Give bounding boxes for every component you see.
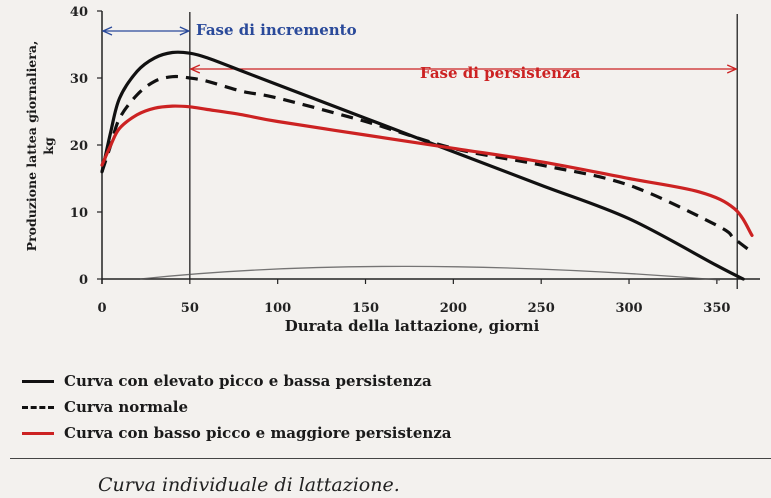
series-line-1	[100, 50, 745, 281]
x-tick-label: 0	[97, 301, 106, 316]
background-arc	[139, 265, 721, 281]
x-tick-label: 300	[615, 301, 642, 316]
legend-item-low-peak: Curva con basso picco e maggiore persist…	[22, 420, 452, 446]
legend-label: Curva con elevato picco e bassa persiste…	[64, 372, 432, 390]
x-tick-label: 150	[352, 301, 379, 316]
legend: Curva con elevato picco e bassa persiste…	[22, 368, 452, 446]
legend-label: Curva normale	[64, 398, 189, 416]
series-line-2	[100, 74, 753, 254]
legend-swatch-dashed-black	[22, 405, 54, 409]
x-axis-label: Durata della lattazione, giorni	[285, 317, 540, 335]
y-axis-unit-label: kg	[41, 137, 56, 155]
y-tick-label: 0	[79, 273, 88, 288]
x-tick-label: 50	[181, 301, 199, 316]
legend-swatch-solid-red	[22, 431, 54, 435]
y-tick-label: 20	[70, 139, 88, 154]
phase-persistence-arrow-left-head	[189, 64, 201, 74]
series-line-3	[100, 104, 754, 237]
phase-increment-arrow	[101, 26, 191, 36]
y-axis-label: Produzione lattea giornaliera,	[24, 41, 39, 252]
y-tick-label: 10	[70, 206, 88, 221]
legend-item-high-peak: Curva con elevato picco e bassa persiste…	[22, 368, 452, 394]
phase-increment-arrow-right-head	[179, 26, 191, 36]
phase-persistence-label: Fase di persistenza	[420, 64, 581, 82]
x-tick-label: 200	[440, 301, 467, 316]
phase-increment-arrow-left-head	[101, 26, 113, 36]
phase-persistence-arrow	[189, 64, 738, 74]
legend-label: Curva con basso picco e maggiore persist…	[64, 424, 452, 442]
y-tick-label: 30	[70, 72, 88, 87]
legend-item-normal: Curva normale	[22, 394, 452, 420]
figure-caption: Curva individuale di lattazione.	[98, 474, 400, 496]
caption-divider	[10, 458, 771, 459]
x-tick-label: 250	[528, 301, 555, 316]
phase-increment-label: Fase di incremento	[196, 21, 357, 39]
legend-swatch-solid-black	[22, 379, 54, 383]
y-tick-label: 40	[70, 5, 88, 20]
x-tick-label: 350	[703, 301, 730, 316]
phase-persistence-arrow-right-head	[726, 64, 738, 74]
x-tick-label: 100	[264, 301, 291, 316]
